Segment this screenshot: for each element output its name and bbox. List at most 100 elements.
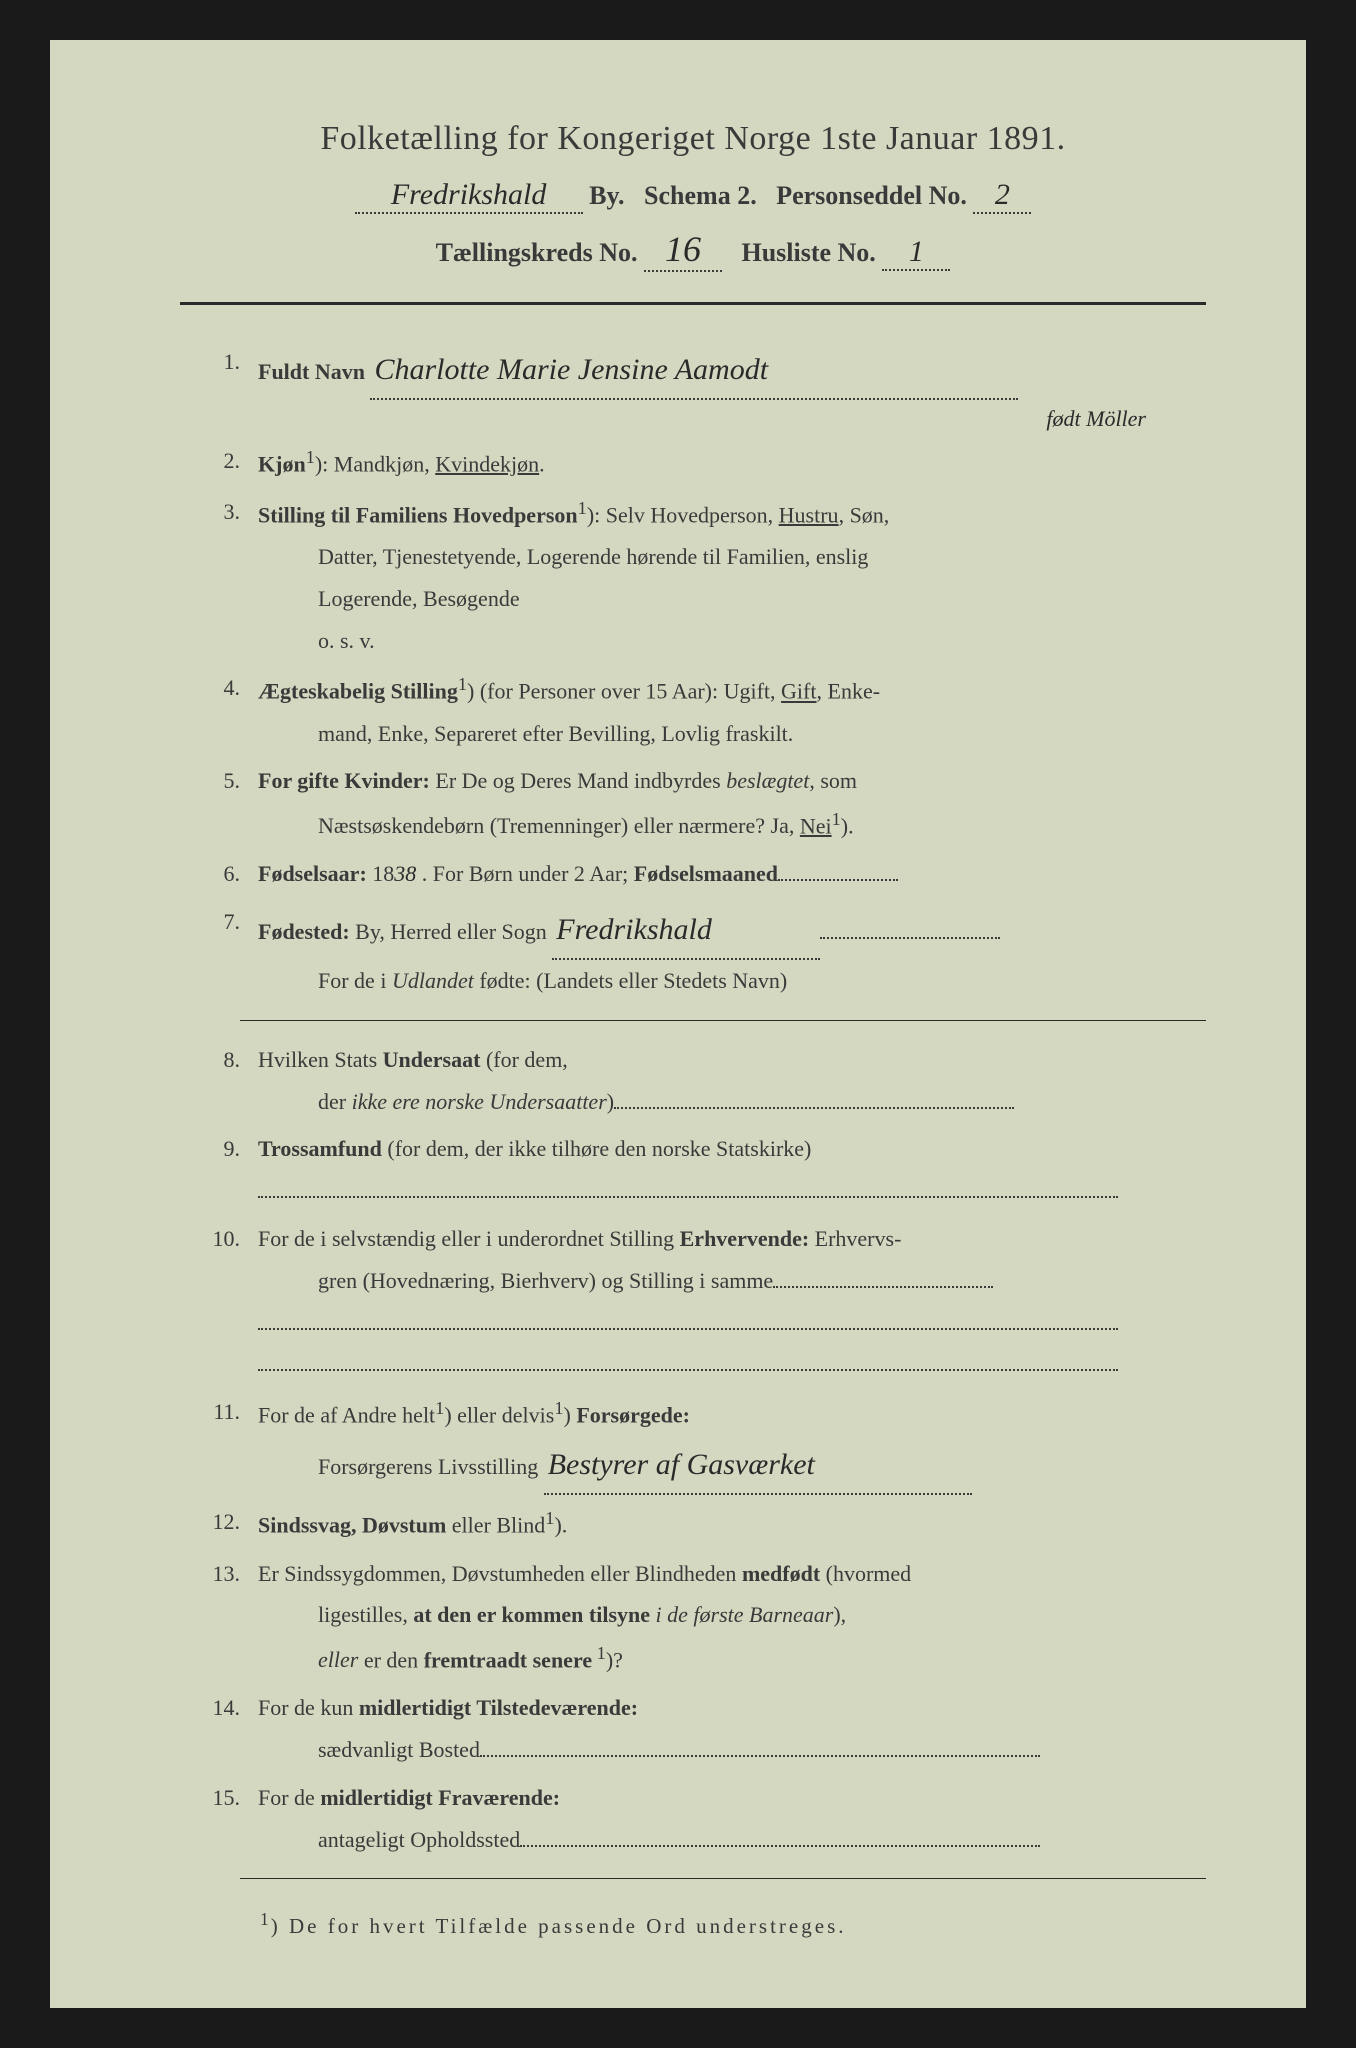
text: . For Børn under 2 Aar; [416, 861, 634, 886]
item-content: For de kun midlertidigt Tilstedeværende:… [258, 1687, 1206, 1771]
scan-frame: Folketælling for Kongeriget Norge 1ste J… [0, 0, 1356, 2048]
text: For de i [258, 968, 392, 993]
blank [520, 1823, 1040, 1847]
item-4: 4. Ægteskabelig Stilling1) (for Personer… [180, 667, 1206, 754]
text: For de i selvstændig eller i underordnet… [258, 1226, 680, 1251]
item-num: 7. [180, 901, 258, 1002]
footnote: 1) De for hvert Tilfælde passende Ord un… [180, 1909, 1206, 1939]
item-2: 2. Kjøn1): Mandkjøn, Kvindekjøn. [180, 440, 1206, 485]
husliste-label: Husliste No. [741, 238, 875, 267]
fuldt-navn-label: Fuldt Navn [258, 359, 365, 384]
text: ). [554, 1513, 567, 1538]
personseddel-label: Personseddel No. [776, 181, 967, 210]
item-content: Hvilken Stats Undersaat (for dem, der ik… [258, 1039, 1206, 1123]
text: Datter, Tjenestetyende, Logerende hørend… [258, 544, 868, 569]
item-num: 4. [180, 667, 258, 754]
text: . [539, 451, 545, 476]
kjon-label: Kjøn [258, 451, 306, 476]
item-content: For de midlertidigt Fraværende: antageli… [258, 1777, 1206, 1861]
text: fødte: (Landets eller Stedets Navn) [474, 968, 787, 993]
item-num: 11. [180, 1391, 258, 1495]
item-15: 15. For de midlertidigt Fraværende: anta… [180, 1777, 1206, 1861]
divider-thin [240, 1878, 1206, 1879]
text: ligestilles, [258, 1602, 413, 1627]
eller-italic: eller [258, 1647, 358, 1672]
item-6: 6. Fødselsaar: 1838 . For Børn under 2 A… [180, 853, 1206, 895]
item-num: 12. [180, 1501, 258, 1546]
personseddel-no: 2 [973, 178, 1031, 214]
trossamfund-label: Trossamfund [258, 1136, 382, 1161]
text: , Søn, [839, 502, 890, 527]
sup: 1 [306, 447, 315, 467]
item-num: 10. [180, 1218, 258, 1385]
item-content: Fuldt Navn Charlotte Marie Jensine Aamod… [258, 341, 1206, 400]
divider-main [180, 302, 1206, 305]
text: ): Selv Hovedperson, [587, 502, 779, 527]
item-8: 8. Hvilken Stats Undersaat (for dem, der… [180, 1039, 1206, 1123]
schema-label: Schema 2. [644, 181, 757, 210]
text: By, Herred eller Sogn [350, 919, 547, 944]
item-content: Sindssvag, Døvstum eller Blind1). [258, 1501, 1206, 1546]
item-content: For de af Andre helt1) eller delvis1) Fo… [258, 1391, 1206, 1495]
item-content: For de i selvstændig eller i underordnet… [258, 1218, 1206, 1385]
text: ), [833, 1602, 846, 1627]
blank [480, 1733, 1040, 1757]
fodt-moller: født Möller [1046, 406, 1146, 431]
item-num: 9. [180, 1128, 258, 1212]
text: o. s. v. [258, 628, 375, 653]
kvindekjon-underlined: Kvindekjøn [435, 451, 539, 476]
item-content: Ægteskabelig Stilling1) (for Personer ov… [258, 667, 1206, 754]
form-items: 1. Fuldt Navn Charlotte Marie Jensine Aa… [180, 341, 1206, 1860]
blank [614, 1085, 1014, 1109]
sup: 1 [435, 1398, 444, 1418]
item-content: Fødselsaar: 1838 . For Børn under 2 Aar;… [258, 853, 1206, 895]
text: eller Blind [446, 1513, 545, 1538]
text: Logerende, Besøgende [258, 586, 520, 611]
item-1: 1. Fuldt Navn Charlotte Marie Jensine Aa… [180, 341, 1206, 400]
text: antageligt Opholdssted [258, 1827, 520, 1852]
item-content: Trossamfund (for dem, der ikke tilhøre d… [258, 1128, 1206, 1212]
text: gren (Hovednæring, Bierhverv) og Stillin… [258, 1268, 773, 1293]
text: ) (for Personer over 15 Aar): Ugift, [467, 679, 781, 704]
hustru-underlined: Hustru [779, 502, 839, 527]
text: )? [606, 1647, 623, 1672]
nei-underlined: Nei [800, 813, 832, 838]
item-num: 13. [180, 1553, 258, 1682]
header-line-2: Fredrikshald By. Schema 2. Personseddel … [180, 178, 1206, 214]
census-document: Folketælling for Kongeriget Norge 1ste J… [50, 40, 1306, 2008]
item-num: 3. [180, 491, 258, 662]
blank [778, 857, 898, 881]
sup: 1 [592, 1643, 606, 1663]
blank [258, 1347, 1118, 1371]
item-11: 11. For de af Andre helt1) eller delvis1… [180, 1391, 1206, 1495]
footnote-text: ) De for hvert Tilfælde passende Ord und… [271, 1914, 847, 1938]
header-line-3: Tællingskreds No. 16 Husliste No. 1 [180, 228, 1206, 272]
text: Er De og Deres Mand indbyrdes [430, 768, 726, 793]
text: (for dem, der ikke tilhøre den norske St… [382, 1136, 811, 1161]
forsorgede-label: Forsørgede: [576, 1403, 690, 1428]
text: ) [563, 1403, 576, 1428]
text: Erhvervs- [809, 1226, 901, 1251]
item-num: 5. [180, 760, 258, 847]
fravaerende-label: midlertidigt Fraværende: [320, 1785, 560, 1810]
item-7: 7. Fødested: By, Herred eller Sogn Fredr… [180, 901, 1206, 1002]
text-bold: at den er kommen tilsyne [413, 1602, 655, 1627]
item-content: Stilling til Familiens Hovedperson1): Se… [258, 491, 1206, 662]
husliste-no: 1 [882, 235, 950, 271]
text: ). [841, 813, 854, 838]
blank [773, 1264, 993, 1288]
gifte-kvinder-label: For gifte Kvinder: [258, 768, 430, 793]
text: For de [258, 1785, 320, 1810]
text: Er Sindssygdommen, Døvstumheden eller Bl… [258, 1561, 742, 1586]
text: , Enke- [817, 679, 881, 704]
year-prefix: 18 [367, 861, 395, 886]
sindssvag-label: Sindssvag, Døvstum [258, 1513, 446, 1538]
name-subline: født Möller [180, 398, 1206, 440]
sup: 1 [458, 674, 467, 694]
fodested-value: Fredrikshald [552, 901, 820, 960]
taellingskreds-no: 16 [644, 228, 722, 272]
medfodt-bold: medfødt [742, 1561, 820, 1586]
item-12: 12. Sindssvag, Døvstum eller Blind1). [180, 1501, 1206, 1546]
text-italic: ikke ere norske Undersaatter [352, 1089, 607, 1114]
gift-underlined: Gift [781, 679, 816, 704]
